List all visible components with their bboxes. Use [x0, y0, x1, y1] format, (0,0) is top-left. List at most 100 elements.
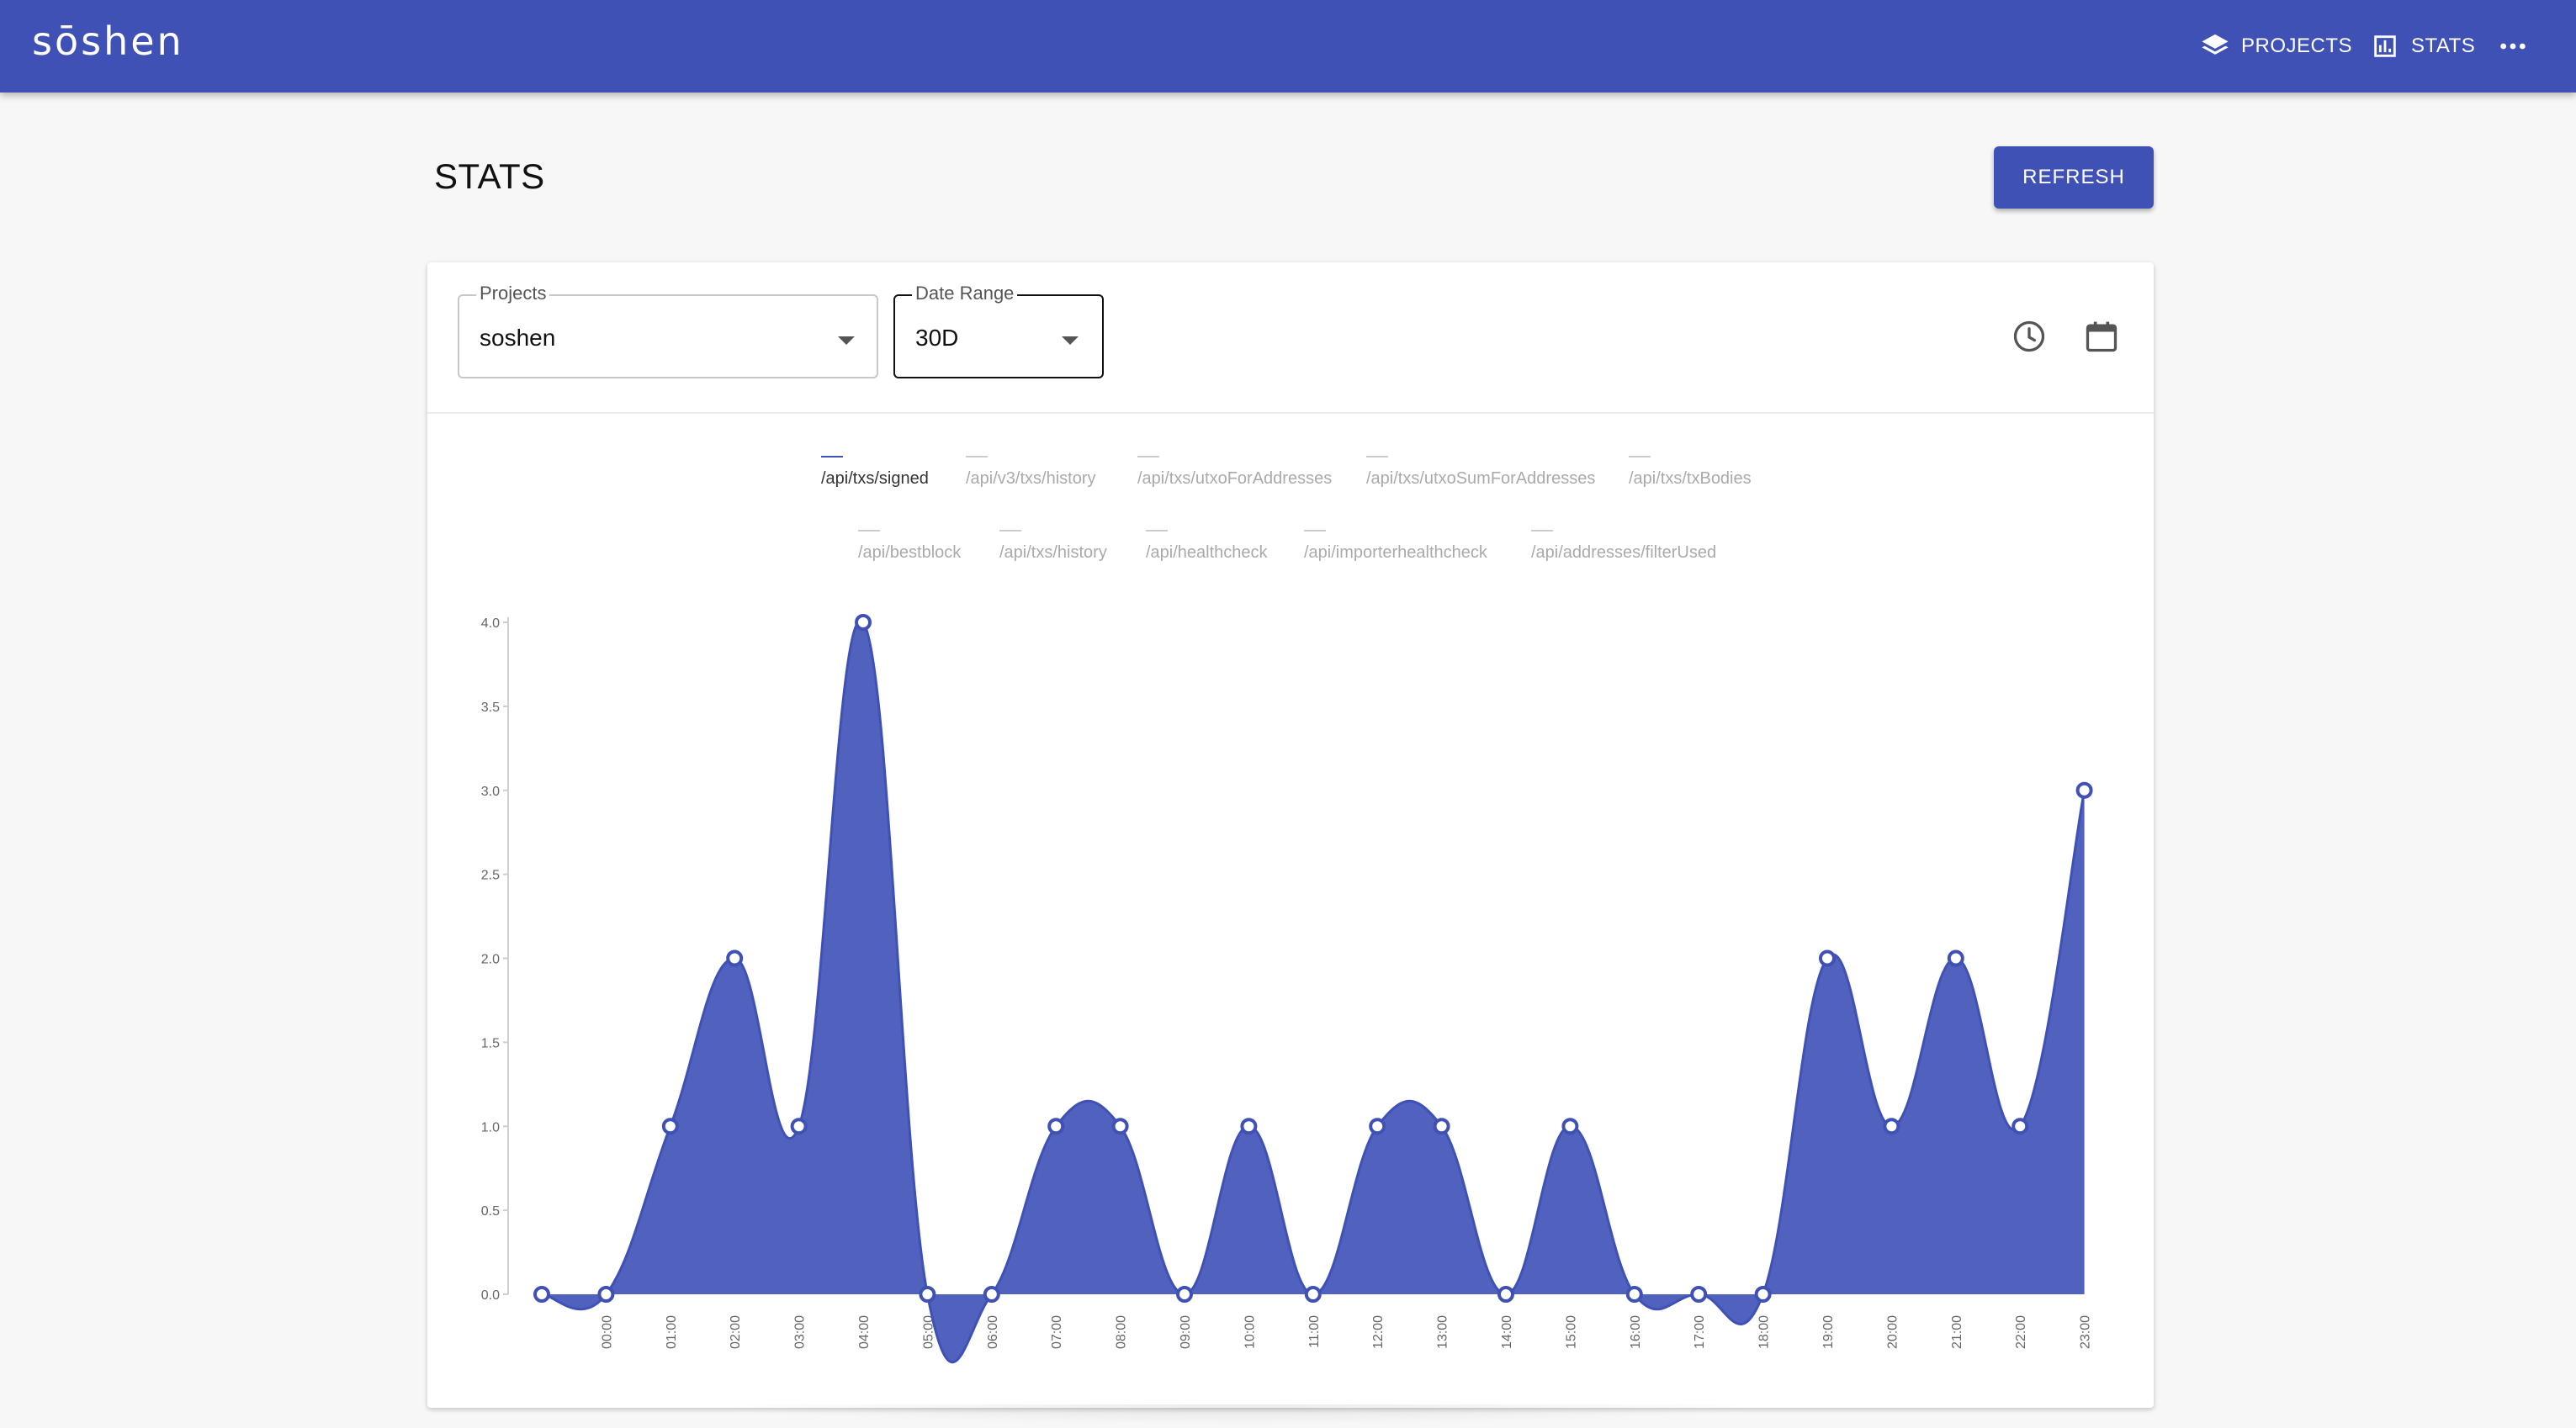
app-bar: sōshen PROJECTS STATS: [0, 0, 2576, 93]
legend-swatch: [1366, 456, 1388, 457]
chevron-down-icon: [838, 336, 855, 345]
legend-label: /api/txs/signed: [821, 469, 929, 488]
data-point[interactable]: [1561, 1118, 1579, 1135]
data-point[interactable]: [2012, 1118, 2029, 1135]
legend-item-api-addresses-filterused[interactable]: /api/addresses/filterUsed: [1531, 530, 1716, 563]
legend-label: /api/healthcheck: [1146, 543, 1268, 562]
bar-chart-icon: [2374, 35, 2396, 57]
page-title: STATS: [434, 156, 545, 196]
nav-stats-button[interactable]: STATS: [2371, 25, 2475, 67]
data-point[interactable]: [726, 949, 744, 967]
card-bottom-shadow: [698, 1404, 1784, 1425]
legend-label: /api/txs/utxoSumForAddresses: [1366, 469, 1596, 488]
legend-swatch: [999, 530, 1021, 532]
data-point[interactable]: [1433, 1118, 1450, 1135]
data-point[interactable]: [1497, 1286, 1514, 1303]
x-tick-label: 14:00: [1500, 1315, 1514, 1349]
legend-swatch: [1531, 530, 1553, 532]
y-tick-label: 2.5: [481, 869, 500, 883]
more-horizontal-icon[interactable]: [2499, 32, 2527, 61]
data-point[interactable]: [1369, 1118, 1386, 1135]
legend-swatch: [858, 530, 880, 532]
data-point[interactable]: [661, 1118, 679, 1135]
data-point[interactable]: [1176, 1286, 1193, 1303]
filter-bar: Projects soshen Date Range 30D: [427, 262, 2154, 414]
y-tick-label: 0.0: [481, 1288, 500, 1303]
x-tick-label: 23:00: [2079, 1315, 2093, 1349]
data-point[interactable]: [790, 1118, 808, 1135]
legend-label: /api/txs/txBodies: [1629, 469, 1752, 488]
data-point[interactable]: [2075, 781, 2093, 799]
legend-item-api-txs-txbodies[interactable]: /api/txs/txBodies: [1629, 456, 1752, 489]
layers-icon: [2202, 34, 2229, 55]
data-point[interactable]: [983, 1286, 1000, 1303]
calendar-icon[interactable]: [2083, 318, 2120, 355]
y-tick-label: 1.0: [481, 1120, 500, 1134]
x-tick-label: 05:00: [921, 1315, 936, 1349]
legend-swatch: [1304, 530, 1326, 532]
legend-item-api-bestblock[interactable]: /api/bestblock: [858, 530, 961, 563]
legend-label: /api/importerhealthcheck: [1304, 543, 1487, 562]
x-tick-label: 08:00: [1115, 1315, 1129, 1349]
data-point[interactable]: [1690, 1286, 1708, 1303]
refresh-button[interactable]: REFRESH: [1994, 146, 2154, 209]
legend-item-api-v3-txs-history[interactable]: /api/v3/txs/history: [966, 456, 1096, 489]
legend-item-api-healthcheck[interactable]: /api/healthcheck: [1146, 530, 1268, 563]
date-range-select-label: Date Range: [912, 283, 1018, 304]
x-tick-label: 00:00: [600, 1315, 614, 1349]
legend-label: /api/addresses/filterUsed: [1531, 543, 1717, 562]
legend-swatch: [1146, 530, 1168, 532]
series-line: [541, 619, 2086, 1364]
data-point[interactable]: [1047, 1118, 1065, 1135]
legend-label: /api/txs/history: [999, 543, 1107, 562]
data-point[interactable]: [533, 1286, 550, 1303]
x-tick-label: 11:00: [1307, 1315, 1322, 1348]
data-point[interactable]: [1111, 1118, 1129, 1135]
nav-projects-label: PROJECTS: [2241, 34, 2353, 57]
date-range-select[interactable]: Date Range 30D: [893, 283, 1104, 378]
legend-item-api-txs-utxosumforaddresses[interactable]: /api/txs/utxoSumForAddresses: [1366, 456, 1595, 489]
legend-label: /api/v3/txs/history: [966, 469, 1096, 488]
data-point[interactable]: [1754, 1286, 1772, 1303]
nav-projects-button[interactable]: PROJECTS: [2201, 25, 2352, 67]
legend-item-api-txs-utxoforaddresses[interactable]: /api/txs/utxoForAddresses: [1137, 456, 1332, 489]
legend-item-api-importerhealthcheck[interactable]: /api/importerhealthcheck: [1304, 530, 1487, 563]
data-point[interactable]: [1240, 1118, 1258, 1135]
y-tick-label: 4.0: [481, 616, 500, 631]
x-tick-label: 10:00: [1243, 1315, 1257, 1349]
legend-swatch: [1137, 456, 1159, 457]
data-point[interactable]: [1819, 949, 1836, 967]
y-tick-label: 3.0: [481, 785, 500, 799]
stats-card: Projects soshen Date Range 30D /api/txs/…: [427, 262, 2154, 1408]
x-tick-label: 07:00: [1050, 1315, 1064, 1349]
data-point[interactable]: [1625, 1286, 1643, 1303]
chevron-down-icon: [1062, 336, 1079, 345]
data-point[interactable]: [1304, 1286, 1322, 1303]
projects-select-label: Projects: [476, 283, 550, 304]
legend-swatch: [821, 456, 843, 457]
x-tick-label: 06:00: [986, 1315, 1000, 1349]
legend-label: /api/txs/utxoForAddresses: [1137, 469, 1333, 488]
legend-swatch: [966, 456, 988, 457]
x-tick-label: 16:00: [1629, 1315, 1643, 1349]
x-tick-label: 04:00: [857, 1315, 872, 1349]
legend-swatch: [1629, 456, 1651, 457]
brand-logo[interactable]: sōshen: [32, 19, 184, 64]
data-point[interactable]: [1947, 949, 1964, 967]
data-point[interactable]: [855, 614, 872, 631]
y-tick-label: 1.5: [481, 1036, 500, 1050]
data-point[interactable]: [1883, 1118, 1900, 1135]
series-area: [542, 620, 2085, 1362]
data-point[interactable]: [919, 1286, 936, 1303]
x-tick-label: 09:00: [1179, 1315, 1193, 1349]
legend-item-api-txs-history[interactable]: /api/txs/history: [999, 530, 1107, 563]
clock-icon[interactable]: [2011, 318, 2048, 355]
y-tick-label: 3.5: [481, 701, 500, 715]
legend-item-api-txs-signed[interactable]: /api/txs/signed: [821, 456, 929, 489]
date-range-select-value: 30D: [915, 325, 959, 351]
nav-stats-label: STATS: [2411, 34, 2476, 57]
data-point[interactable]: [597, 1286, 615, 1303]
projects-select[interactable]: Projects soshen: [458, 283, 878, 378]
x-tick-label: 22:00: [2014, 1315, 2028, 1349]
x-tick-label: 18:00: [1757, 1315, 1772, 1349]
